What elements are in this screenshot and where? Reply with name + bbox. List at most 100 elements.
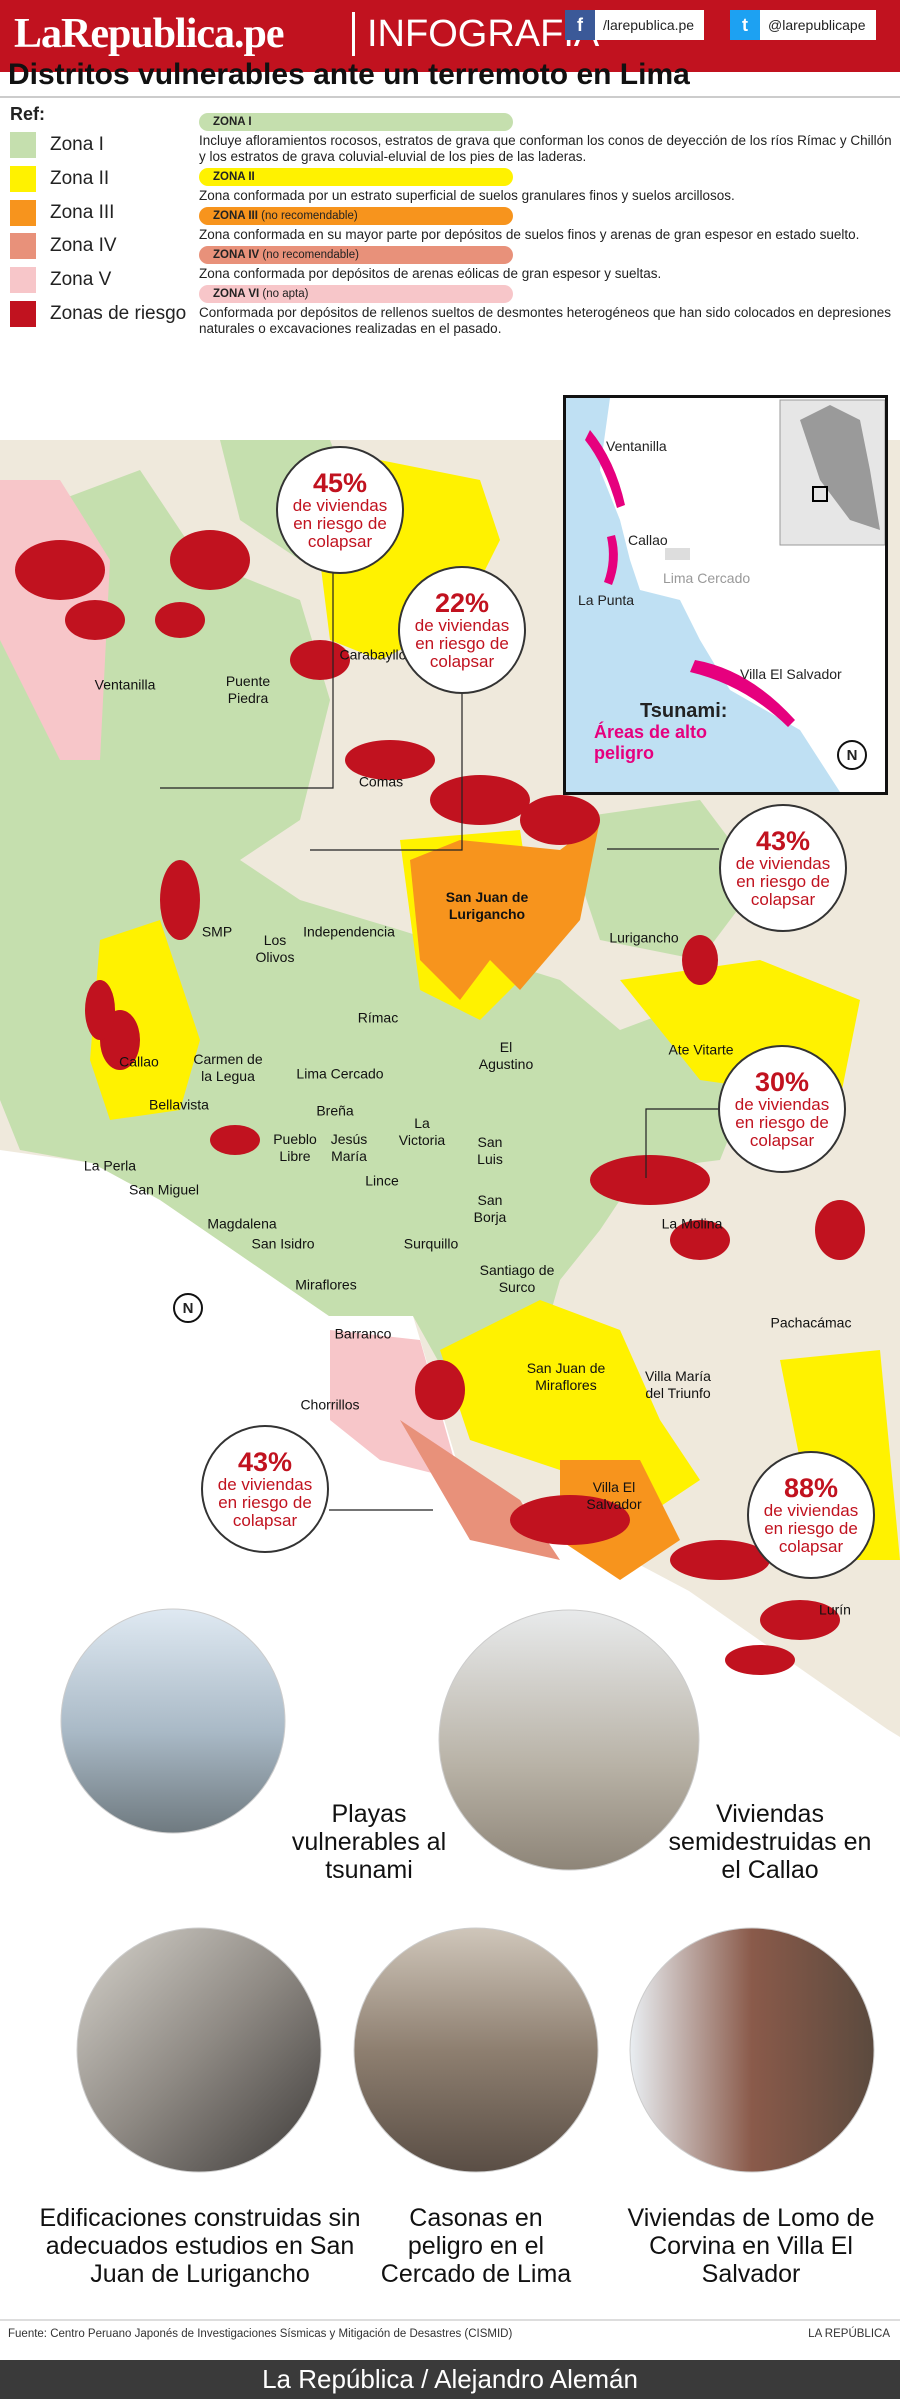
legend-swatch [10,233,36,259]
district-label: Lima Cercado [296,1065,384,1082]
district-label: Puente Piedra [225,673,271,706]
callout-text: de viviendas en riesgo de colapsar [217,1475,313,1530]
zone-description: Zona conformada por un estrato superfici… [199,188,735,203]
risk-callout: 43% de viviendas en riesgo de colapsar [201,1425,329,1553]
district-label: Comas [358,773,404,790]
inset-place: La Punta [578,592,635,608]
legend-item: Zonas de riesgo [10,301,186,327]
district-label: San Borja [473,1192,507,1225]
district-label: San Luis [477,1134,503,1167]
legend-swatch [10,166,36,192]
source: Fuente: Centro Peruano Japonés de Invest… [8,2328,513,2340]
risk-callout: 88% de viviendas en riesgo de colapsar [747,1451,875,1579]
photo-caption: Edificaciones construidas sin adecuados … [39,2204,361,2288]
callout-percent: 30% [754,1067,810,1097]
district-label: Carmen de la Legua [193,1051,263,1084]
legend-text: Zona III [50,202,115,223]
zone-name: ZONA I [213,116,252,128]
callout-text: de viviendas en riesgo de colapsar [735,854,831,909]
inset-frame [563,395,888,795]
callout-text: de viviendas en riesgo de colapsar [734,1095,830,1150]
legend-text: Zona II [50,168,110,189]
legend-text: Zona I [50,134,104,155]
zone-pill: ZONA IV (no recomendable) [199,246,513,264]
zone-pill: ZONA I [199,113,513,131]
district-label: Villa María del Triunfo [645,1368,711,1401]
zone-name: ZONA III [213,210,258,222]
zone-descriptions: ZONA I Incluye afloramientos rocosos, est… [199,110,894,337]
zone-description: Conformada por depósitos de rellenos sue… [199,305,891,336]
zone-2 [90,920,200,1120]
district-label: Santiago de Surco [479,1262,555,1295]
district-label: Ventanilla [94,676,156,693]
district-label: Magdalena [207,1215,277,1232]
risk-zones [15,530,865,1675]
district-label: Independencia [303,923,395,940]
district-label: San Juan de Miraflores [526,1360,606,1393]
zone-description: Zona conformada en su mayor parte por de… [199,227,860,242]
callout-percent: 43% [755,826,811,856]
facebook-link[interactable]: f/larepublica.pe [565,10,705,40]
legend-item: Zona V [10,267,111,293]
inset-place: Callao [628,532,668,548]
district-label: Surquillo [403,1235,459,1252]
district-label: San Isidro [251,1235,315,1252]
callout-percent: 45% [312,468,368,498]
legend-text: Zonas de riesgo [50,303,187,324]
inset-north-arrow: N [837,740,867,770]
section: INFOGRAFÍA [352,12,599,56]
district-label: San Juan de Lurigancho [445,889,529,922]
district-label: Villa El Salvador [586,1479,642,1512]
title: Distritos vulnerables ante un terremoto … [8,58,690,91]
zone-1 [0,470,760,1400]
zone-pill: ZONA VI (no apta) [199,285,513,303]
twitter-handle: @larepublicape [768,17,866,33]
district-label: Barranco [334,1325,392,1342]
legend-swatch [10,200,36,226]
district-label: El Agustino [478,1039,534,1072]
inset-place: Villa El Salvador [740,666,842,682]
district-label: Carabayllo [339,646,407,663]
district-label: Ate Vitarte [668,1041,734,1058]
callout-connectors [160,572,719,1511]
callout-percent: 22% [434,588,490,618]
inset-place: Ventanilla [606,438,667,454]
inset-subtitle: Áreas de alto peligro [594,722,708,763]
photo-caption: Casonas en peligro en el Cercado de Lima [380,2204,572,2288]
legend-text: Zona IV [50,235,117,256]
north-arrow: N [173,1293,203,1323]
district-label: Rímac [357,1009,399,1026]
zone-description: Incluye afloramientos rocosos, estratos … [199,133,892,164]
zone-1 [560,800,760,960]
risk-callout: 22% de viviendas en riesgo de colapsar [398,566,526,694]
brand: LaRepublica.pe [14,11,285,57]
district-label: La Molina [661,1215,723,1232]
callout-percent: 43% [237,1447,293,1477]
callout-text: de viviendas en riesgo de colapsar [763,1501,859,1556]
district-label: San Miguel [128,1181,200,1198]
inset-title: Tsunami: [640,700,728,722]
district-label: Chorrillos [300,1396,360,1413]
zone-note: (no recomendable) [262,249,359,261]
legend-item: Zona II [10,166,109,192]
callout-text: de viviendas en riesgo de colapsar [292,496,388,551]
zone-name: ZONA VI [213,288,260,300]
twitter-link[interactable]: t @larepublicape [730,10,876,40]
district-label: Bellavista [149,1096,209,1113]
callout-percent: 88% [783,1473,839,1503]
district-label: Breña [316,1102,354,1119]
district-label: Jesús María [330,1131,368,1164]
district-label: Lince [365,1172,399,1189]
legend-item: Zona IV [10,233,117,259]
publisher: LA REPÚBLICA [808,2328,890,2340]
zone-name: ZONA IV [213,249,260,261]
photo-caption: Viviendas semidestruidas en el Callao [668,1800,872,1884]
district-label: Pueblo Libre [273,1131,317,1164]
photo-caption: Viviendas de Lomo de Corvina en Villa El… [627,2204,875,2288]
district-label: La Victoria [398,1115,446,1148]
facebook-handle: /larepublica.pe [603,17,695,33]
district-label: Miraflores [295,1276,357,1293]
